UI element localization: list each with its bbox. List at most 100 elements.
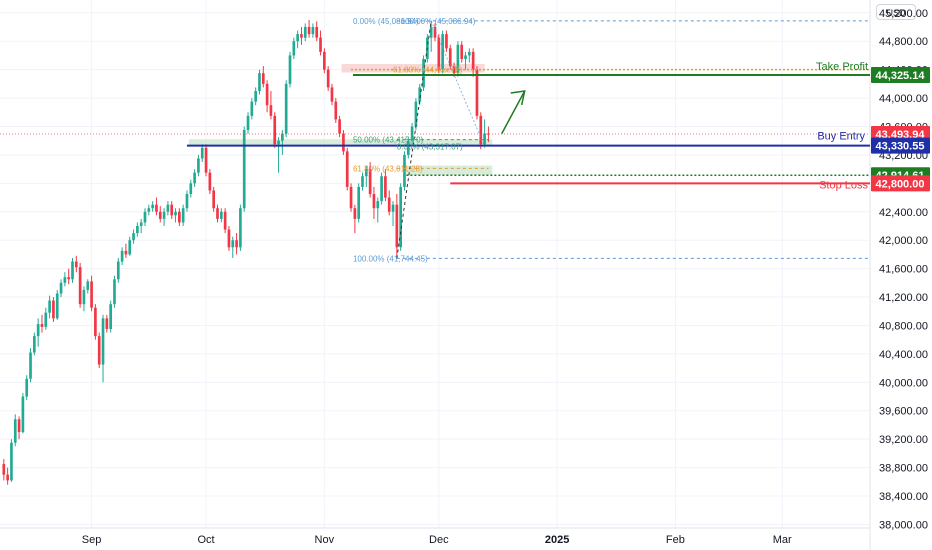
candle-body <box>139 222 143 226</box>
candle-body <box>120 250 124 262</box>
x-tick-label: Mar <box>773 534 792 546</box>
candle-body <box>71 261 74 280</box>
candle-body <box>124 250 128 255</box>
candle-body <box>101 318 105 365</box>
y-tick-label: 38,800.00 <box>879 463 928 475</box>
candle-body <box>361 176 364 187</box>
candle-body <box>471 51 475 70</box>
candle-body <box>479 115 483 145</box>
arrow-head-icon <box>510 90 526 106</box>
candle-body <box>185 194 189 209</box>
candle-body <box>364 169 368 177</box>
candle-body <box>395 204 399 248</box>
candle-body <box>292 41 296 56</box>
x-tick-label: Sep <box>82 534 102 546</box>
candle-body <box>136 225 139 234</box>
candle-body <box>345 151 349 187</box>
candle-body <box>212 190 216 209</box>
candle-body <box>223 211 227 230</box>
candle-body <box>181 208 185 223</box>
candle-body <box>403 154 406 187</box>
x-tick-label: Nov <box>315 534 335 546</box>
candle-body <box>52 300 55 319</box>
price-tag-label: 44,325.14 <box>876 70 926 82</box>
candle-body <box>296 34 299 42</box>
candle-body <box>36 324 40 337</box>
candle-body <box>300 34 303 38</box>
candle-body <box>235 240 238 248</box>
candle-body <box>94 307 97 337</box>
candle-body <box>78 267 82 305</box>
y-tick-label: 41,600.00 <box>879 264 928 276</box>
fib-label: 0.00% (45,086.94) <box>353 17 419 26</box>
candle-body <box>200 147 204 159</box>
price-tag-label: 42,800.00 <box>876 178 925 190</box>
candle-body <box>372 194 376 209</box>
candle-body <box>445 34 448 49</box>
candle-body <box>239 208 242 248</box>
fib-label: 0.00% (43,317.07) <box>397 143 463 152</box>
candle-body <box>384 176 387 198</box>
x-tick-label: 2025 <box>545 534 569 546</box>
candle-body <box>265 83 269 106</box>
candle-body <box>429 27 433 38</box>
candle-body <box>33 336 36 353</box>
y-tick-label: 39,600.00 <box>879 406 928 418</box>
candle-body <box>44 312 48 327</box>
y-tick-label: 38,000.00 <box>879 519 928 531</box>
x-tick-label: Feb <box>666 534 685 546</box>
candle-body <box>258 73 261 91</box>
candle-body <box>67 277 71 280</box>
y-tick-label: 40,400.00 <box>879 349 928 361</box>
candle-body <box>353 208 357 219</box>
candle-body <box>250 101 254 116</box>
candle-body <box>128 240 132 255</box>
y-tick-label: 44,000.00 <box>879 93 928 105</box>
candle-body <box>97 336 101 365</box>
candle-body <box>216 208 219 219</box>
candle-body <box>113 279 116 305</box>
candle-body <box>281 133 284 141</box>
y-tick-label: 39,200.00 <box>879 434 928 446</box>
zones-layer <box>188 63 493 176</box>
candle-body <box>147 208 151 212</box>
x-tick-label: Dec <box>429 534 449 546</box>
fib-swing-line-2 <box>430 20 486 147</box>
candle-body <box>109 304 112 330</box>
fib-label: 61.80% (44,4xx.72) <box>393 66 463 75</box>
candle-body <box>208 172 212 191</box>
currency-button[interactable]: USD <box>876 4 916 20</box>
candle-body <box>197 158 200 173</box>
buy-entry-label: Buy Entry <box>817 131 865 143</box>
candle-body <box>74 261 78 268</box>
candle-body <box>254 90 257 102</box>
candle-body <box>13 419 17 443</box>
candle-body <box>441 34 444 70</box>
candle-body <box>334 101 338 120</box>
y-axis[interactable]: 45,200.0044,800.0044,400.0044,000.0043,6… <box>879 8 928 532</box>
stop-loss-label: Stop Loss <box>819 179 868 191</box>
x-tick-label: Oct <box>197 534 214 546</box>
y-tick-label: 42,000.00 <box>879 235 928 247</box>
overlays-layer: 0.00% (45,086.94)100.00% (45,086.94) 61.8… <box>0 17 870 263</box>
candle-body <box>475 69 479 116</box>
candle-body <box>151 204 154 209</box>
candle-body <box>387 197 391 212</box>
candle-body <box>284 83 288 134</box>
candle-body <box>242 130 246 209</box>
candle-body <box>132 233 135 241</box>
candle-body <box>433 27 437 38</box>
x-axis[interactable]: Sep Oct Nov Dec 2025 Feb Mar <box>82 534 792 546</box>
candle-body <box>193 172 196 184</box>
candle-body <box>246 115 250 131</box>
candle-body <box>40 324 44 327</box>
candle-body <box>342 133 345 152</box>
candle-body <box>319 37 322 52</box>
candle-body <box>349 186 353 209</box>
price-tag <box>871 137 930 154</box>
candle-body <box>2 464 6 475</box>
candle-body <box>178 211 181 223</box>
candle-body <box>231 240 235 248</box>
fib-swing-line <box>396 20 432 259</box>
